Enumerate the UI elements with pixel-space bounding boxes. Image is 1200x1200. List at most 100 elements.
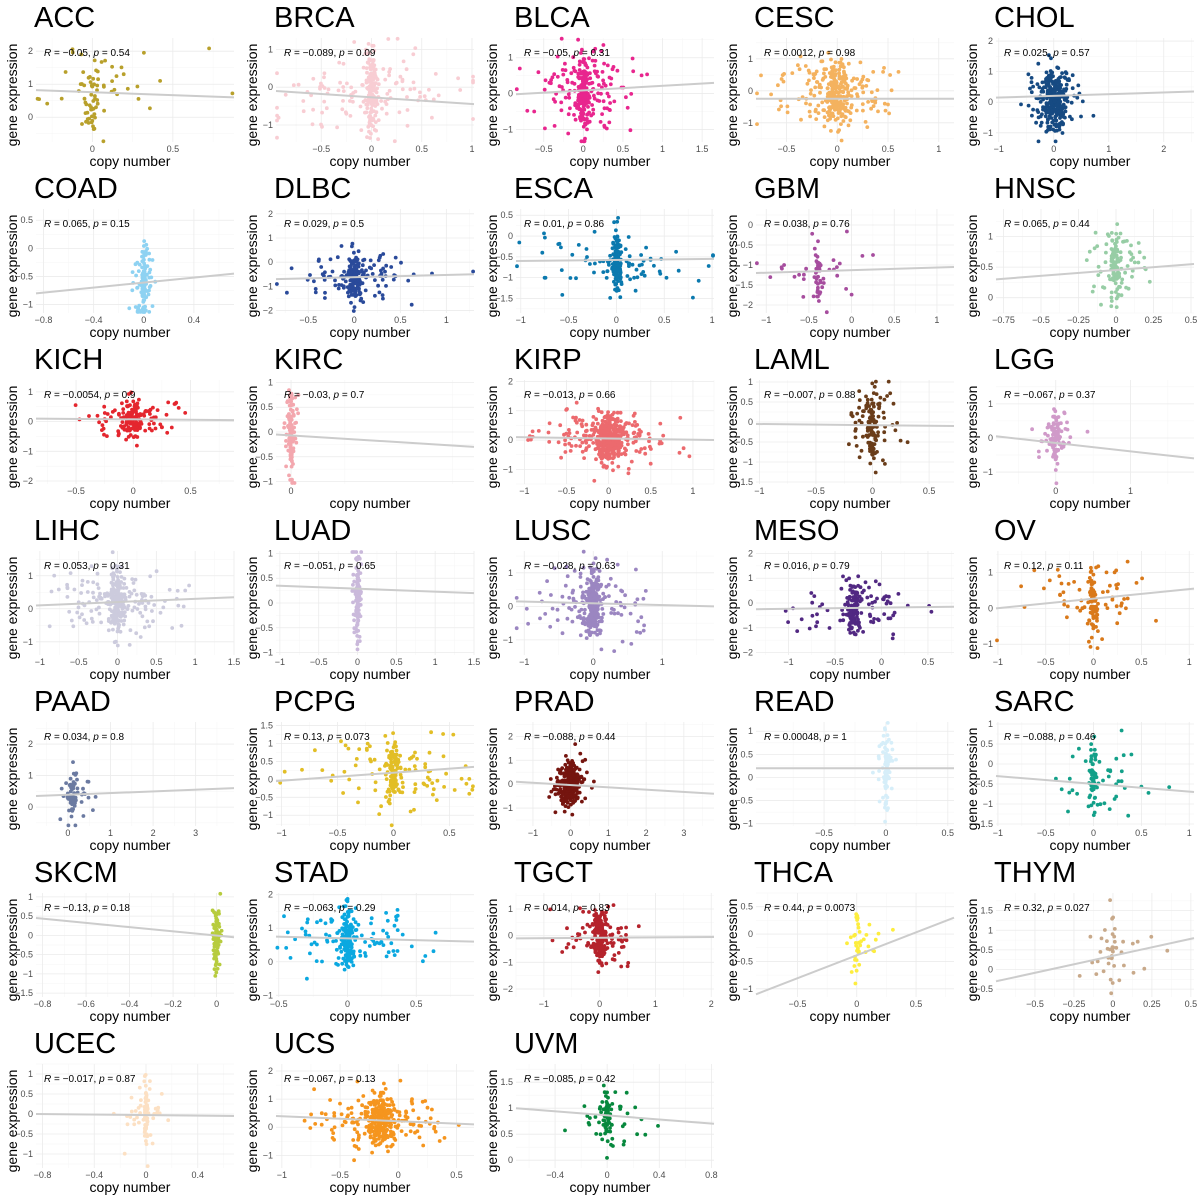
data-point <box>118 570 122 574</box>
data-point <box>121 586 126 590</box>
data-point <box>552 124 557 128</box>
data-point <box>329 778 334 783</box>
data-point <box>618 268 623 273</box>
data-point <box>1054 416 1058 421</box>
data-point <box>648 444 652 449</box>
data-point <box>160 425 164 430</box>
data-point <box>69 618 74 623</box>
data-point <box>401 785 405 789</box>
data-point <box>471 74 475 79</box>
data-point <box>316 259 321 263</box>
x-tick-label: 1 <box>1187 657 1192 667</box>
x-tick-label: 0 <box>606 486 611 496</box>
y-tick-label: 0 <box>28 243 33 253</box>
y-tick-label: −1 <box>983 467 993 477</box>
data-point <box>616 611 620 616</box>
data-point <box>573 117 578 122</box>
data-point <box>393 773 398 778</box>
data-point <box>71 800 75 804</box>
data-point <box>89 564 94 569</box>
data-point <box>354 629 359 634</box>
data-point <box>89 92 94 97</box>
data-point <box>844 287 848 291</box>
data-point <box>137 397 141 402</box>
data-point <box>146 292 151 297</box>
data-point <box>586 105 590 109</box>
data-point <box>602 61 606 66</box>
data-point <box>1029 90 1034 95</box>
data-point <box>1042 586 1046 591</box>
data-point <box>591 606 596 610</box>
data-point <box>590 58 595 63</box>
y-tick-label: 0.5 <box>260 573 273 583</box>
data-point <box>664 275 669 280</box>
data-point <box>592 96 597 101</box>
data-point <box>1103 602 1108 607</box>
data-point <box>1129 252 1134 256</box>
data-point <box>577 418 582 422</box>
panel-title: PCPG <box>274 686 356 718</box>
x-tick-label: 0.5 <box>645 486 658 496</box>
data-point <box>147 288 151 293</box>
y-tick-label: 0 <box>268 774 273 784</box>
data-point <box>400 79 405 84</box>
data-point <box>359 128 364 133</box>
y-tick-label: 1 <box>988 399 993 409</box>
data-point <box>588 81 593 86</box>
data-point <box>1046 422 1051 427</box>
correlation-annotation: R = 0.034, p = 0.8 <box>44 732 125 743</box>
y-tick-label: 0 <box>268 427 273 437</box>
x-tick-label: 1 <box>660 657 665 667</box>
data-point <box>813 109 818 114</box>
data-point <box>287 395 292 400</box>
x-tick-label: 1.5 <box>696 144 709 154</box>
data-point <box>565 574 570 579</box>
data-point <box>349 85 354 90</box>
data-point <box>471 269 475 274</box>
data-point <box>1072 580 1076 584</box>
data-point <box>882 612 887 616</box>
data-point <box>147 422 152 426</box>
y-tick-label: −1 <box>743 118 753 128</box>
data-point <box>98 595 103 600</box>
data-point <box>301 109 306 114</box>
data-point <box>845 229 849 234</box>
data-point <box>367 51 372 56</box>
x-tick-label: −1 <box>993 657 1003 667</box>
data-point <box>559 455 563 460</box>
data-point <box>296 82 301 87</box>
scatter-panel-chol: −1 0 1 2 −1 0 1 2 CHOL R = 0.025, p = 0.57 copy nu… <box>960 0 1200 171</box>
data-point <box>835 273 840 278</box>
scatter-panel-prad: −1 0 1 2 3 −1 0 1 2 PRAD R = −0.088, p = 0.44 copy … <box>480 684 720 855</box>
data-point <box>319 265 324 269</box>
data-point <box>583 622 587 627</box>
data-point <box>97 420 101 425</box>
data-point <box>396 757 401 762</box>
data-point <box>153 426 158 431</box>
data-point <box>850 414 855 419</box>
data-point <box>275 105 279 110</box>
data-point <box>616 442 621 447</box>
data-point <box>831 114 836 119</box>
data-point <box>581 565 586 570</box>
data-point <box>123 614 128 619</box>
data-point <box>72 804 77 808</box>
data-point <box>589 571 594 576</box>
data-point <box>109 580 114 585</box>
data-point <box>173 401 178 406</box>
data-point <box>623 247 628 251</box>
data-point <box>882 101 887 106</box>
data-point <box>109 592 114 597</box>
data-point <box>566 92 571 97</box>
data-point <box>810 231 815 236</box>
data-point <box>290 455 294 460</box>
data-point <box>559 100 564 105</box>
data-point <box>1065 615 1069 620</box>
data-point <box>641 596 646 601</box>
data-point <box>613 425 618 430</box>
data-point <box>571 55 576 60</box>
data-point <box>398 753 402 758</box>
data-point <box>861 108 865 113</box>
data-point <box>1065 427 1070 432</box>
data-point <box>569 607 574 612</box>
